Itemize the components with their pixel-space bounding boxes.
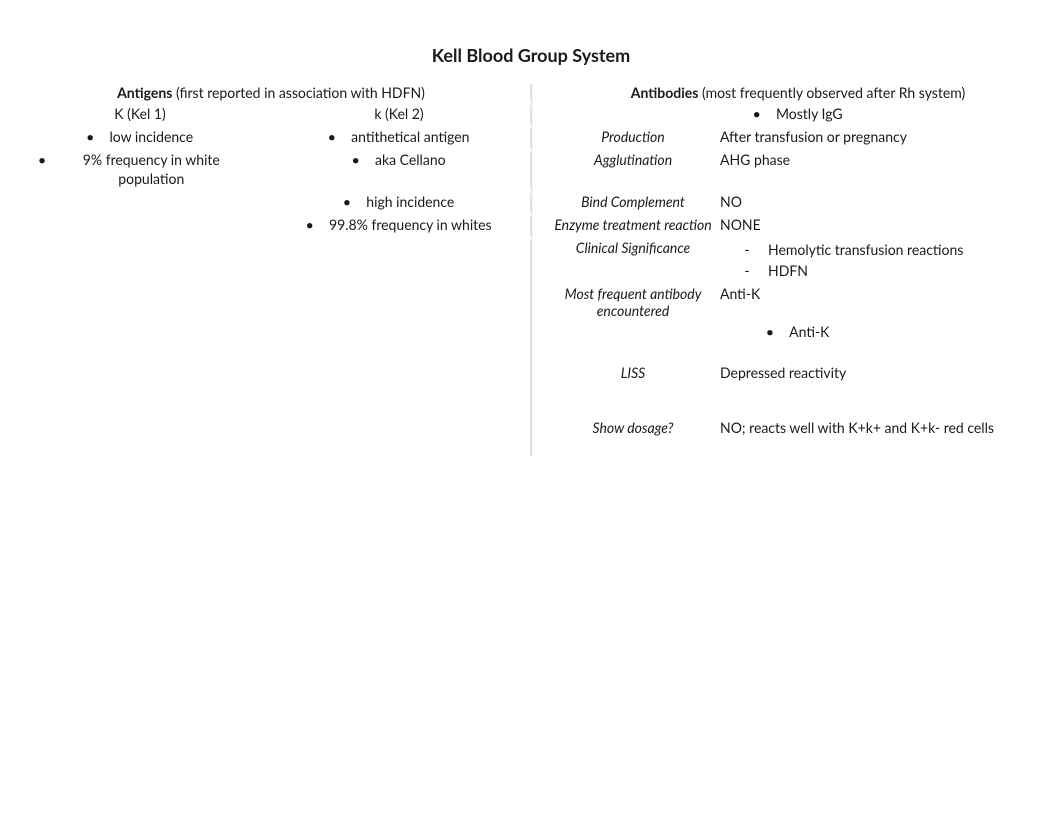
kel2-point-0-cell: ● antithetical antigen [268,128,532,151]
kel1-point-1-cell: ● 9% frequency in white population [12,151,268,193]
ab-freq-label: Most frequent antibody encountered [546,285,720,323]
ab-row-1-value: AHG phase [720,151,1050,193]
kel2-point-2-cell: ● high incidence [268,193,532,216]
ab-clinical-value-0: Hemolytic transfusion reactions [768,239,963,260]
antibodies-top-bullet-cell: ● Mostly IgG [546,105,1050,128]
bullet-icon: ● [753,105,760,124]
ab-tail-1-label: Show dosage? [546,403,720,456]
bullet-icon: ● [767,323,774,342]
ab-clinical-value-1: HDFN [768,260,808,281]
page: Kell Blood Group System Antigens (first … [0,0,1062,456]
ab-clinical-values-cell: -Hemolytic transfusion reactions -HDFN [720,239,1050,285]
kel1-name: K (Kel 1) [12,105,268,128]
dash-icon: - [744,239,750,260]
bullet-icon: ● [329,128,336,147]
bullet-icon: ● [352,151,359,170]
ab-mid-bullet-cell: ● Anti-K [546,323,1050,346]
antibodies-header-bold: Antibodies [631,84,699,101]
kel2-name: k (Kel 2) [268,105,532,128]
ab-row-2-value: NO [720,193,1050,216]
kel2-point-0: antithetical antigen [351,128,469,147]
ab-row-0-value: After transfusion or pregnancy [720,128,1050,151]
antigens-header-rest: (first reported in association with HDFN… [172,84,425,101]
kel2-point-1: aka Cellano [375,151,446,170]
ab-freq-value: Anti-K [720,285,1050,323]
kel1-point-1: 9% frequency in white population [61,151,241,189]
ab-mid-bullet: Anti-K [789,323,829,342]
antibodies-header: Antibodies (most frequently observed aft… [546,84,1050,105]
kel2-point-3-cell: ● 99.8% frequency in whites [268,216,532,239]
main-table: Antigens (first reported in association … [12,84,1050,456]
dash-icon: - [744,260,750,281]
page-title: Kell Blood Group System [12,44,1050,66]
ab-row-1-label: Agglutination [546,151,720,193]
antibodies-header-rest: (most frequently observed after Rh syste… [698,84,965,101]
bullet-icon: ● [39,151,46,170]
ab-tail-1-value: NO; reacts well with K+k+ and K+k- red c… [720,403,1050,456]
ab-tail-0-label: LISS [546,346,720,403]
ab-row-3-value: NONE [720,216,1050,239]
antibodies-top-bullet: Mostly IgG [776,105,843,124]
bullet-icon: ● [344,193,351,212]
kel2-point-1-cell: ● aka Cellano [268,151,532,193]
ab-row-3-label: Enzyme treatment reaction [546,216,720,239]
kel2-point-2: high incidence [366,193,454,212]
ab-row-2-label: Bind Complement [546,193,720,216]
ab-tail-0-value: Depressed reactivity [720,346,1050,403]
kel2-point-3: 99.8% frequency in whites [329,216,492,235]
antigens-header: Antigens (first reported in association … [12,84,532,105]
ab-row-0-label: Production [546,128,720,151]
kel1-point-0: low incidence [109,128,193,147]
antigens-header-bold: Antigens [117,84,172,101]
kel1-point-0-cell: ● low incidence [12,128,268,151]
ab-clinical-label: Clinical Significance [546,239,720,285]
bullet-icon: ● [87,128,94,147]
bullet-icon: ● [306,216,313,235]
